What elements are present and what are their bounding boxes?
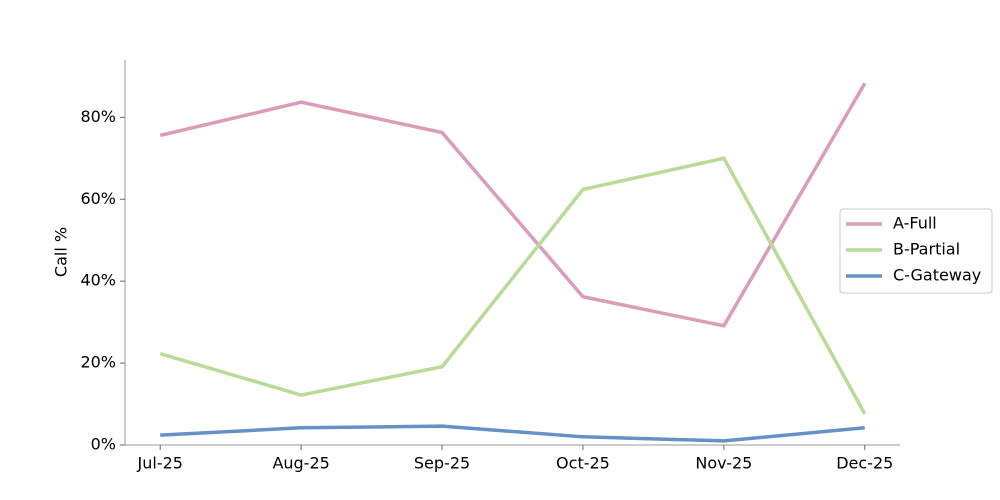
legend-label: C-Gateway <box>893 266 981 285</box>
y-axis-label: Call % <box>52 227 71 277</box>
y-tick-label: 40% <box>80 271 116 290</box>
x-tick-label: Nov-25 <box>695 454 752 473</box>
legend-label: A-Full <box>893 214 937 233</box>
series-line <box>159 156 867 415</box>
x-tick-label: Jul-25 <box>137 454 183 473</box>
y-tick-label: 60% <box>80 189 116 208</box>
x-tick-label: Dec-25 <box>836 454 893 473</box>
series-line <box>159 82 867 328</box>
legend-box <box>839 208 993 294</box>
series-line <box>160 424 865 443</box>
y-tick-label: 20% <box>80 353 116 372</box>
y-tick-label: 80% <box>80 107 116 126</box>
x-tick-label: Aug-25 <box>272 454 329 473</box>
x-tick-label: Oct-25 <box>556 454 610 473</box>
legend-label: B-Partial <box>893 240 960 259</box>
x-tick-label: Sep-25 <box>414 454 470 473</box>
y-tick-label: 0% <box>91 435 116 454</box>
